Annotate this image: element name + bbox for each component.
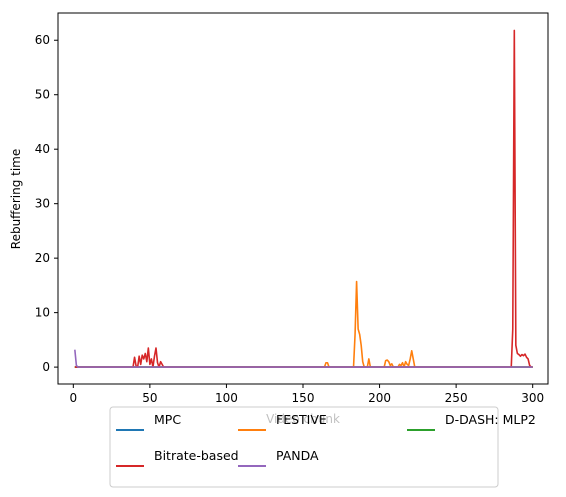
x-tick-label: 300 (521, 391, 544, 405)
y-tick-label: 20 (35, 251, 50, 265)
x-tick-label: 250 (445, 391, 468, 405)
y-tick-label: 30 (35, 197, 50, 211)
legend-label: D-DASH: MLP2 (445, 412, 536, 427)
y-tick-label: 60 (35, 33, 50, 47)
axes-layer: 0 50 100 150 200 250 300 0 10 20 30 40 50 60 (35, 12, 549, 405)
x-axis-label: Video chunk (266, 412, 340, 426)
legend-label: Bitrate-based (154, 448, 239, 463)
series-line-festive (74, 280, 533, 368)
x-tick-label: 0 (69, 391, 77, 405)
y-tick-label: 10 (35, 306, 50, 320)
x-tick-label: 150 (292, 391, 315, 405)
legend-label: PANDA (276, 448, 319, 463)
legend: MPC FESTIVE D-DASH: MLP2 Bitrate-based PANDA (109, 406, 536, 488)
plot-frame (57, 12, 549, 385)
legend-frame (109, 406, 499, 488)
x-tick-label: 50 (142, 391, 157, 405)
legend-label: FESTIVE (276, 412, 327, 427)
x-tick-label: 100 (215, 391, 238, 405)
y-tick-label: 50 (35, 88, 50, 102)
series-layer (74, 29, 533, 368)
legend-label: MPC (154, 412, 181, 427)
series-line-panda (74, 349, 533, 368)
series-line-bitrate-based (74, 29, 533, 368)
y-tick-label: 0 (42, 360, 50, 374)
y-axis-label: Rebuffering time (9, 149, 23, 249)
y-tick-label: 40 (35, 142, 50, 156)
x-tick-label: 200 (368, 391, 391, 405)
